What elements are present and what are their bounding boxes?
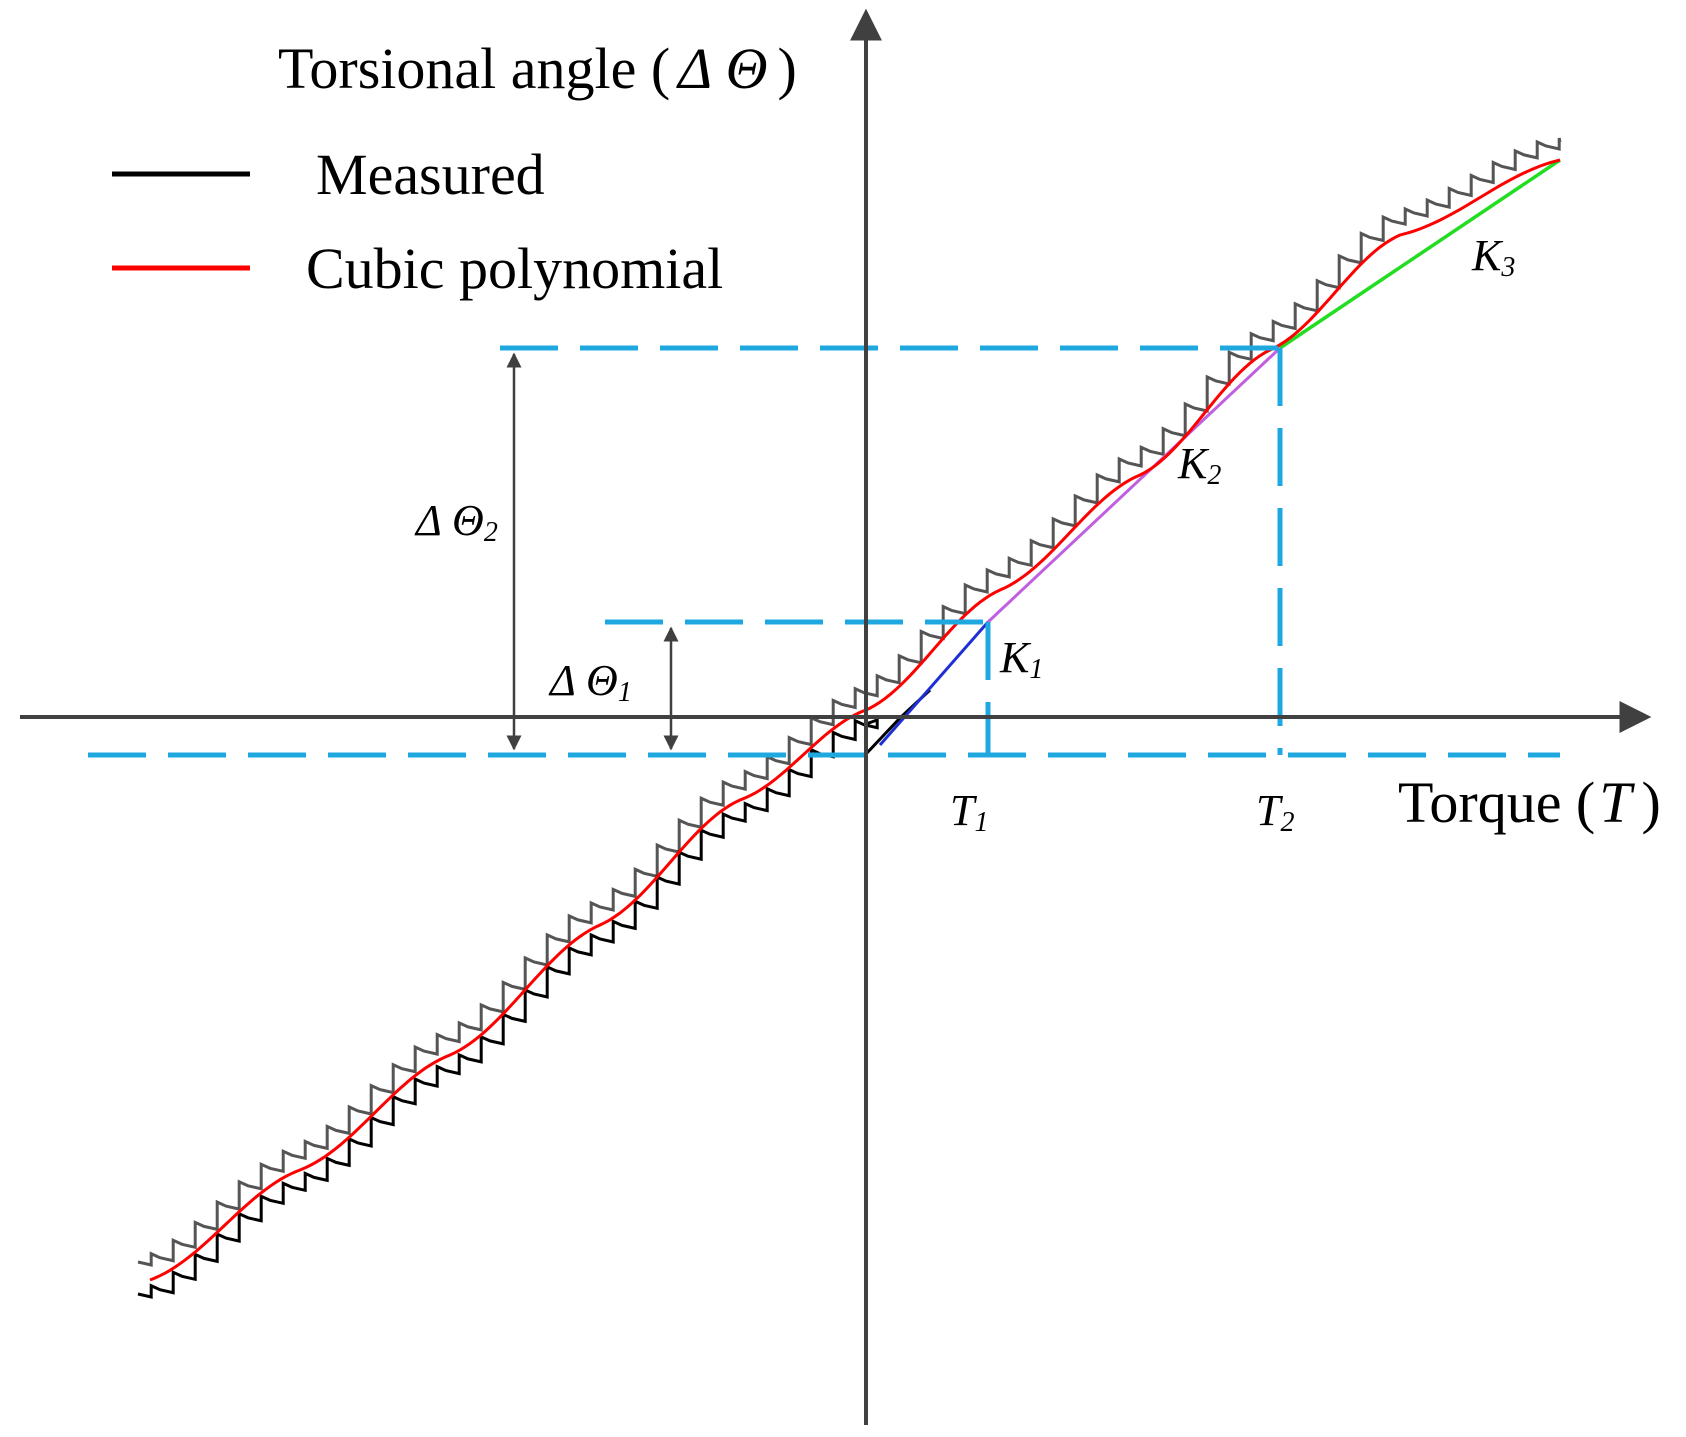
legend: Measured Cubic polynomial bbox=[112, 142, 723, 301]
legend-label-measured: Measured bbox=[316, 142, 545, 207]
dashed-guides bbox=[88, 345, 1560, 758]
k3-stiffness-segment bbox=[1279, 158, 1561, 350]
k1-label: K1 bbox=[999, 633, 1043, 685]
legend-label-cubic: Cubic polynomial bbox=[306, 236, 723, 301]
measured-upper-branch bbox=[137, 137, 1562, 1267]
cubic-polynomial-fit bbox=[149, 158, 1561, 1282]
k2-stiffness-segment bbox=[986, 346, 1282, 624]
delta-theta2-label: Δ Θ2 bbox=[414, 496, 498, 548]
curves-group bbox=[137, 137, 1562, 1299]
t1-label: T1 bbox=[950, 786, 988, 838]
t2-label: T2 bbox=[1256, 786, 1294, 838]
y-axis-label: Torsional angle (Δ Θ) bbox=[278, 36, 797, 101]
delta-theta1-label: Δ Θ1 bbox=[548, 656, 632, 708]
k2-label: K2 bbox=[1177, 439, 1221, 491]
k3-label: K3 bbox=[1471, 231, 1515, 283]
x-axis-label: Torque (T) bbox=[1398, 770, 1661, 835]
k1-stiffness-segment bbox=[878, 621, 990, 746]
measured-lower-branch bbox=[137, 688, 932, 1299]
